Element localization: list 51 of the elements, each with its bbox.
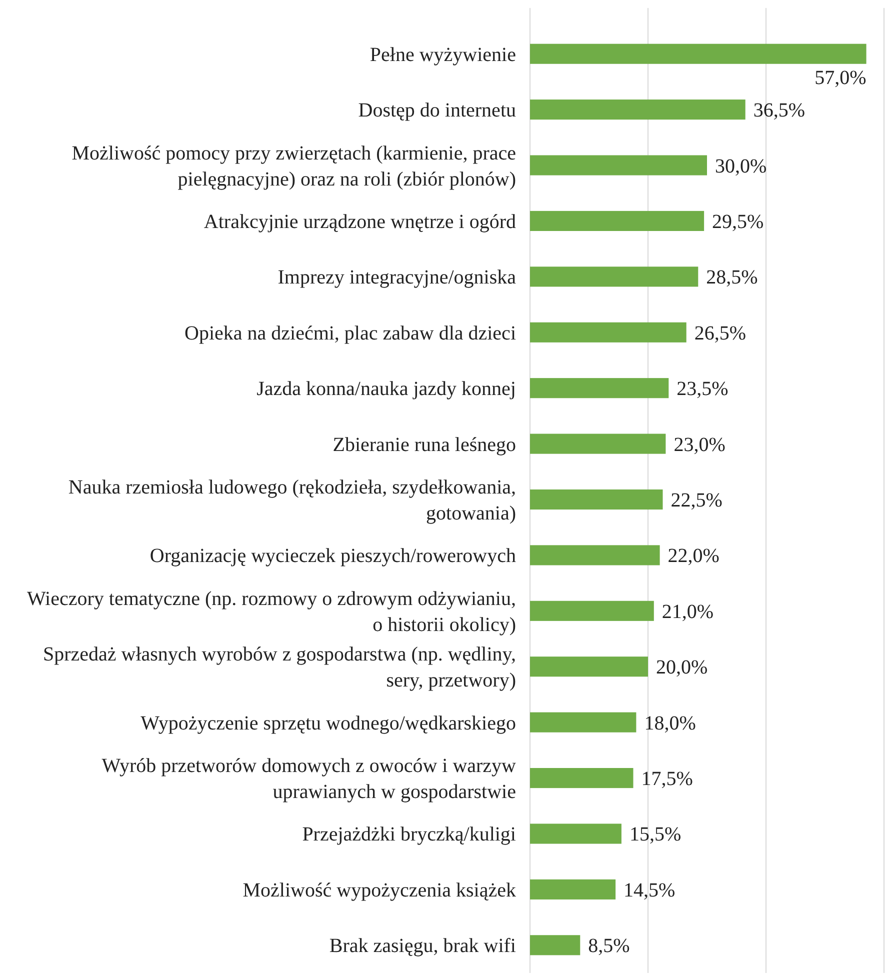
- y-tick-label: Wieczory tematyczne (np. rozmowy o zdrowym odżywianiu, o historii okolicy): [26, 588, 516, 636]
- data-label: 14,5%: [624, 879, 676, 902]
- y-tick-label: Jazda konna/nauka jazdy konnej: [256, 378, 516, 400]
- y-tick-label: Możliwość wypożyczenia książek: [242, 879, 516, 902]
- y-tick-label: Imprezy integracyjne/ogniska: [278, 266, 516, 289]
- y-tick-label: Wyrób przetworów domowych z owoców i warzyw uprawianych w gospodarstwie: [102, 755, 517, 804]
- bar: [530, 600, 654, 621]
- y-tick-label: Opieka na dziećmi, plac zabaw dla dzieci: [184, 322, 516, 344]
- bar: [530, 44, 866, 64]
- data-label: 28,5%: [706, 266, 758, 289]
- data-label: 21,0%: [662, 600, 714, 623]
- data-label: 8,5%: [588, 935, 630, 958]
- bar: [530, 768, 634, 788]
- y-tick-label: Atrakcyjnie urządzone wnętrze i ogórd: [204, 210, 516, 233]
- bar: [530, 210, 704, 231]
- bar: [530, 824, 622, 844]
- y-tick-label: Sprzedaż własnych wyrobów z gospodarstwa (np. wędliny, sery, przetwory): [42, 644, 516, 692]
- data-label: 23,5%: [676, 378, 728, 400]
- bar: [530, 322, 686, 342]
- data-label: 22,5%: [670, 490, 722, 512]
- data-label: 23,0%: [674, 434, 726, 456]
- bar: [530, 712, 636, 732]
- data-label: 26,5%: [694, 322, 746, 344]
- data-label: 36,5%: [753, 100, 806, 122]
- bar: [530, 935, 580, 956]
- data-label: 29,5%: [712, 210, 764, 233]
- y-tick-label: Dostęp do internetu: [358, 100, 516, 122]
- bar: [530, 489, 663, 510]
- bar: [530, 879, 616, 900]
- bar: [530, 100, 746, 120]
- y-tick-label: Nauka rzemiosła ludowego (rękodzieła, szydełkowania, gotowania): [68, 476, 516, 524]
- y-tick-label: Brak zasięgu, brak wifi: [329, 935, 516, 958]
- y-tick-label: Przejażdżki bryczką/kuligi: [302, 824, 516, 846]
- y-tick-label: Organizację wycieczek pieszych/rowerowych: [150, 545, 516, 568]
- bar: [530, 545, 660, 566]
- y-tick-label: Pełne wyżywienie: [370, 44, 516, 66]
- bar: [530, 378, 669, 398]
- bar: [530, 266, 698, 287]
- bar: [530, 434, 666, 454]
- y-tick-label: Możliwość pomocy przy zwierzętach (karmienie, prace pielęgnacyjne) oraz na roli (zbiór plonów): [72, 142, 516, 190]
- data-label: 20,0%: [656, 656, 708, 679]
- data-label: 15,5%: [629, 824, 682, 846]
- y-tick-label: Wypożyczenie sprzętu wodnego/wędkarskiego: [140, 712, 516, 734]
- data-label: 30,0%: [715, 155, 767, 178]
- data-label: 22,0%: [668, 545, 720, 568]
- data-label: 17,5%: [641, 768, 693, 790]
- y-tick-label: Zbieranie runa leśnego: [332, 434, 516, 456]
- data-label: 57,0%: [814, 66, 866, 89]
- data-label: 18,0%: [644, 712, 696, 734]
- bar: [530, 656, 648, 677]
- bar: [530, 155, 707, 176]
